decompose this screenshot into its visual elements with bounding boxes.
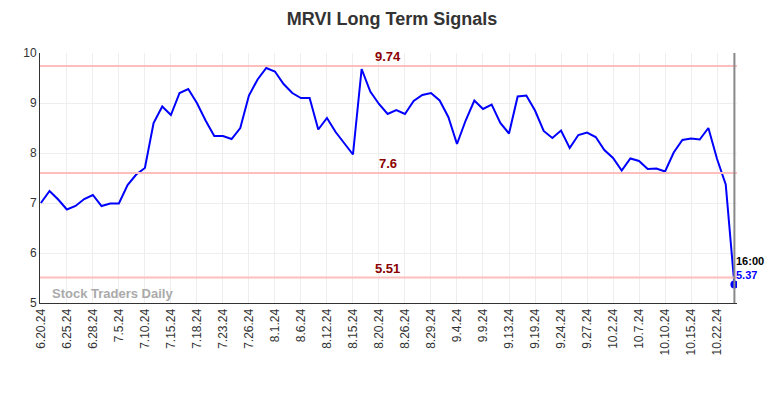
svg-text:6.20.24: 6.20.24 xyxy=(34,308,48,348)
svg-text:9.9.24: 9.9.24 xyxy=(476,308,490,342)
svg-text:7.6: 7.6 xyxy=(379,156,397,171)
svg-text:9.27.24: 9.27.24 xyxy=(580,308,594,348)
svg-text:8.26.24: 8.26.24 xyxy=(398,308,412,348)
svg-text:16:00: 16:00 xyxy=(736,255,764,267)
svg-text:7.26.24: 7.26.24 xyxy=(242,308,256,348)
svg-text:9.4.24: 9.4.24 xyxy=(450,308,464,342)
svg-text:8.6.24: 8.6.24 xyxy=(294,308,308,342)
svg-text:7.23.24: 7.23.24 xyxy=(216,308,230,348)
svg-text:5: 5 xyxy=(30,296,37,310)
svg-text:10.22.24: 10.22.24 xyxy=(710,308,724,355)
svg-text:9.24.24: 9.24.24 xyxy=(554,308,568,348)
svg-text:8: 8 xyxy=(30,146,37,160)
svg-text:5.51: 5.51 xyxy=(375,261,400,276)
svg-text:7.10.24: 7.10.24 xyxy=(138,308,152,348)
svg-text:10: 10 xyxy=(23,46,37,60)
svg-text:10.7.24: 10.7.24 xyxy=(632,308,646,348)
svg-text:6: 6 xyxy=(30,246,37,260)
svg-text:8.15.24: 8.15.24 xyxy=(346,308,360,348)
svg-text:9: 9 xyxy=(30,96,37,110)
svg-text:6.28.24: 6.28.24 xyxy=(86,308,100,348)
svg-text:8.1.24: 8.1.24 xyxy=(268,308,282,342)
svg-text:8.20.24: 8.20.24 xyxy=(372,308,386,348)
svg-text:7: 7 xyxy=(30,196,37,210)
svg-text:6.25.24: 6.25.24 xyxy=(60,308,74,348)
svg-text:7.15.24: 7.15.24 xyxy=(164,308,178,348)
svg-text:8.29.24: 8.29.24 xyxy=(424,308,438,348)
svg-text:7.18.24: 7.18.24 xyxy=(190,308,204,348)
svg-text:9.13.24: 9.13.24 xyxy=(502,308,516,348)
svg-text:8.12.24: 8.12.24 xyxy=(320,308,334,348)
svg-text:10.10.24: 10.10.24 xyxy=(658,308,672,355)
svg-text:9.74: 9.74 xyxy=(375,49,401,64)
svg-text:10.2.24: 10.2.24 xyxy=(606,308,620,348)
svg-text:9.19.24: 9.19.24 xyxy=(528,308,542,348)
svg-text:7.5.24: 7.5.24 xyxy=(112,308,126,342)
svg-text:5.37: 5.37 xyxy=(736,269,757,281)
svg-text:Stock Traders Daily: Stock Traders Daily xyxy=(52,286,173,301)
svg-text:MRVI Long Term Signals: MRVI Long Term Signals xyxy=(287,9,497,29)
svg-text:10.15.24: 10.15.24 xyxy=(684,308,698,355)
